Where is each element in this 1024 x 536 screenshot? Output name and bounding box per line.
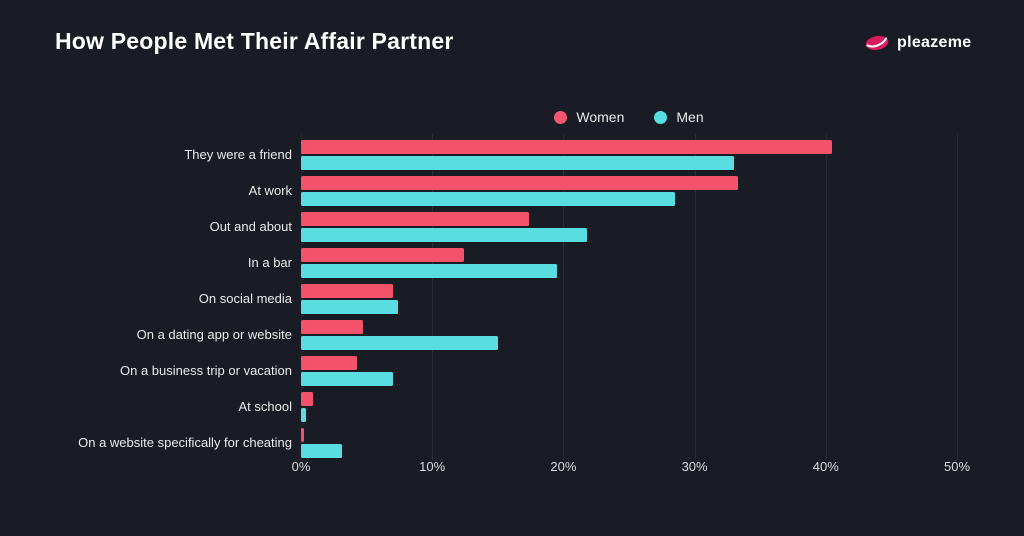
legend-item-men: Men [654, 109, 704, 125]
gridline-40% [825, 134, 827, 460]
men-bar [301, 192, 675, 206]
x-axis: 0% 10% 20% 30% 40% 50% [292, 459, 970, 477]
women-bar [301, 428, 304, 442]
women-bar [301, 284, 393, 298]
gridline-30% [694, 134, 696, 460]
gridline-20% [563, 134, 565, 460]
category-label: On social media [198, 291, 292, 306]
x-tick-label: 40% [812, 459, 839, 474]
x-tick-label: 30% [681, 459, 708, 474]
category-label: At work [248, 183, 292, 198]
x-tick-label: 10% [419, 459, 446, 474]
gridline-10% [432, 134, 434, 460]
chart-row [301, 388, 957, 424]
chart-row [301, 172, 957, 208]
chart-row [301, 424, 957, 460]
gridline-50% [957, 134, 958, 460]
category-label: On a website specifically for cheating [78, 435, 292, 450]
page-title: How People Met Their Affair Partner [55, 28, 454, 54]
men-bar [301, 300, 399, 314]
brand-logo: pleazeme [864, 33, 971, 53]
category-label: Out and about [209, 219, 292, 234]
men-bar [301, 336, 498, 350]
men-dot-icon [654, 110, 668, 124]
legend-label-women: Women [576, 109, 625, 125]
women-bar [301, 356, 358, 370]
brand-name: pleazeme [897, 34, 972, 51]
women-bar [301, 212, 530, 226]
chart-legend: Women Men [301, 106, 957, 128]
x-tick-label: 20% [550, 459, 577, 474]
women-bar [301, 392, 313, 406]
women-bar [301, 176, 738, 190]
category-label: On a dating app or website [136, 327, 292, 342]
men-bar [301, 264, 557, 278]
men-bar [301, 372, 393, 386]
category-axis: They were a friend At work Out and about In… [0, 136, 292, 460]
category-label: They were a friend [184, 147, 292, 162]
men-bar [301, 156, 734, 170]
men-bar [301, 228, 588, 242]
women-bar [301, 140, 833, 154]
category-label: On a business trip or vacation [120, 363, 292, 378]
legend-label-men: Men [676, 109, 704, 125]
x-tick-label: 0% [291, 459, 311, 474]
chart-row [301, 316, 957, 352]
chart-row [301, 352, 957, 388]
women-dot-icon [554, 110, 568, 124]
chart-row [301, 244, 957, 280]
bar-chart-plot [301, 134, 958, 460]
chart-row [301, 136, 957, 172]
women-bar [301, 320, 363, 334]
category-label: In a bar [247, 255, 292, 270]
women-bar [301, 248, 464, 262]
chart-row [301, 208, 957, 244]
legend-item-women: Women [554, 109, 624, 125]
men-bar [301, 444, 342, 458]
x-tick-label: 50% [943, 459, 971, 474]
men-bar [301, 408, 307, 422]
category-label: At school [238, 399, 292, 414]
lips-icon [864, 33, 890, 53]
chart-row [301, 280, 957, 316]
